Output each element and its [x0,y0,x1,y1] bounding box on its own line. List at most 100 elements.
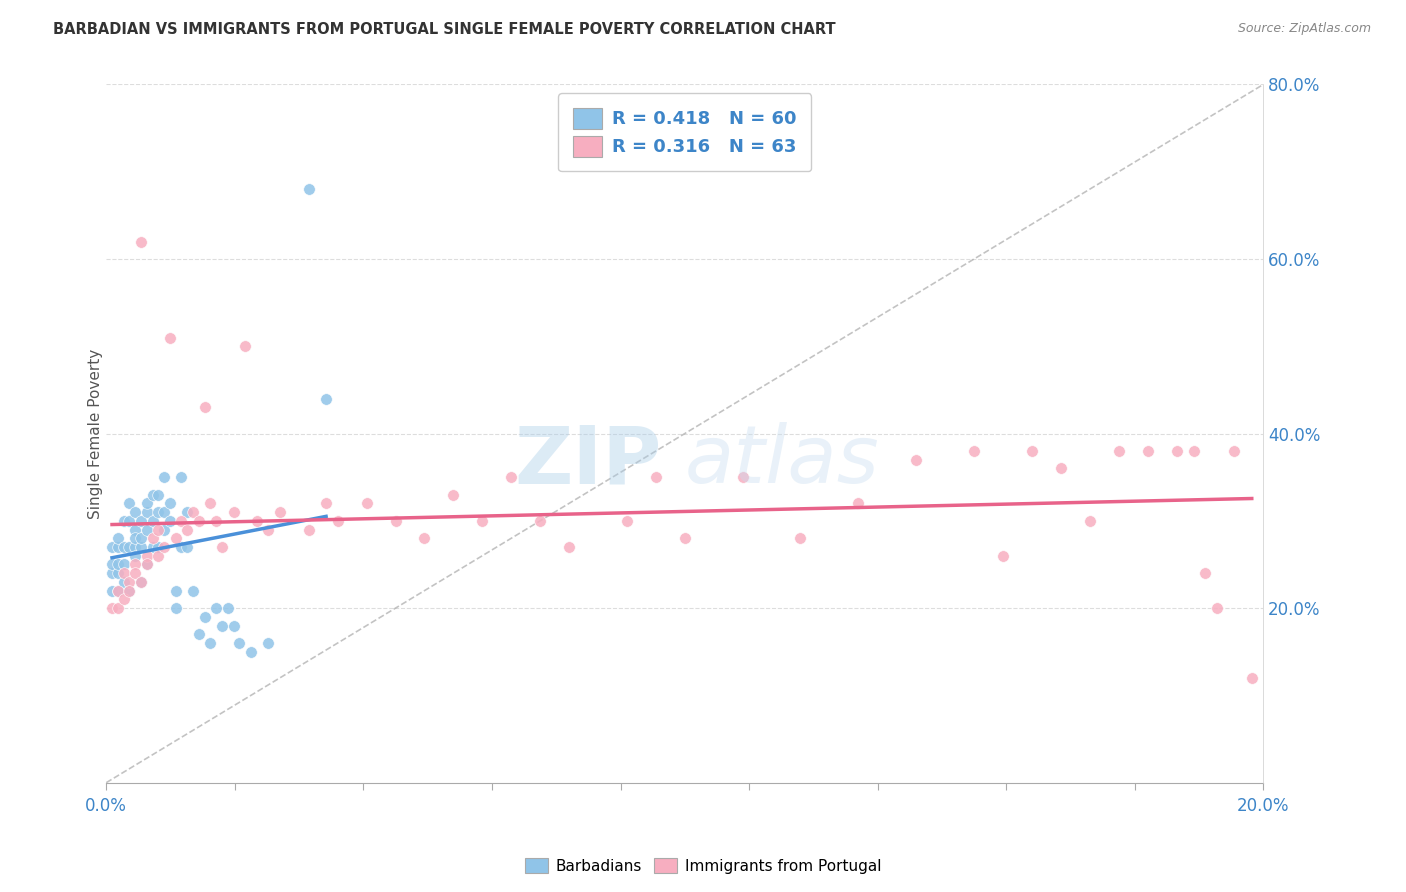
Point [170,540,193,554]
Point [124,549,146,563]
Point [1223,444,1246,458]
Point [148,523,170,537]
Point [200,636,222,650]
Point [170,514,193,528]
Point [135,549,157,563]
Point [118,583,141,598]
Point [1166,444,1188,458]
Point [1136,444,1159,458]
Point [558,540,581,554]
Point [124,523,146,537]
Point [141,540,163,554]
Point [124,540,146,554]
Point [176,540,198,554]
Point [129,514,152,528]
Point [135,558,157,572]
Legend: Barbadians, Immigrants from Portugal: Barbadians, Immigrants from Portugal [519,852,887,880]
Point [315,496,337,510]
Point [107,583,129,598]
Point [107,531,129,545]
Point [1078,514,1101,528]
Point [124,558,146,572]
Point [233,339,256,353]
Point [129,235,152,249]
Point [165,601,187,615]
Point [217,601,239,615]
Point [148,549,170,563]
Point [905,452,928,467]
Text: ZIP: ZIP [515,423,662,500]
Point [135,505,157,519]
Point [211,618,233,632]
Point [228,636,250,650]
Text: Source: ZipAtlas.com: Source: ZipAtlas.com [1237,22,1371,36]
Point [124,566,146,581]
Point [222,505,245,519]
Point [112,574,135,589]
Point [129,574,152,589]
Point [148,540,170,554]
Point [112,566,135,581]
Point [529,514,551,528]
Point [194,401,217,415]
Point [846,496,869,510]
Point [135,558,157,572]
Y-axis label: Single Female Poverty: Single Female Poverty [87,349,103,518]
Point [298,523,321,537]
Point [991,549,1014,563]
Point [384,514,406,528]
Point [159,330,181,344]
Point [789,531,811,545]
Point [205,601,228,615]
Point [1108,444,1130,458]
Point [118,583,141,598]
Point [326,514,349,528]
Point [1194,566,1216,581]
Point [239,645,262,659]
Point [731,470,754,484]
Point [246,514,269,528]
Text: atlas: atlas [685,423,880,500]
Point [112,592,135,607]
Point [107,583,129,598]
Point [107,558,129,572]
Point [181,583,204,598]
Point [257,636,280,650]
Point [222,618,245,632]
Point [1050,461,1073,475]
Point [141,488,163,502]
Point [135,496,157,510]
Point [181,505,204,519]
Point [1021,444,1043,458]
Point [148,488,170,502]
Point [101,558,124,572]
Point [107,601,129,615]
Point [159,514,181,528]
Point [112,540,135,554]
Point [211,540,233,554]
Point [153,470,176,484]
Point [501,470,523,484]
Point [441,488,464,502]
Point [112,558,135,572]
Point [176,523,198,537]
Point [269,505,291,519]
Point [200,496,222,510]
Point [135,523,157,537]
Point [107,540,129,554]
Point [1182,444,1205,458]
Point [165,583,187,598]
Point [101,583,124,598]
Point [1240,671,1263,685]
Point [153,505,176,519]
Point [257,523,280,537]
Point [471,514,494,528]
Point [616,514,638,528]
Point [176,505,198,519]
Point [205,514,228,528]
Point [141,514,163,528]
Point [315,392,337,406]
Point [107,566,129,581]
Point [148,505,170,519]
Point [153,540,176,554]
